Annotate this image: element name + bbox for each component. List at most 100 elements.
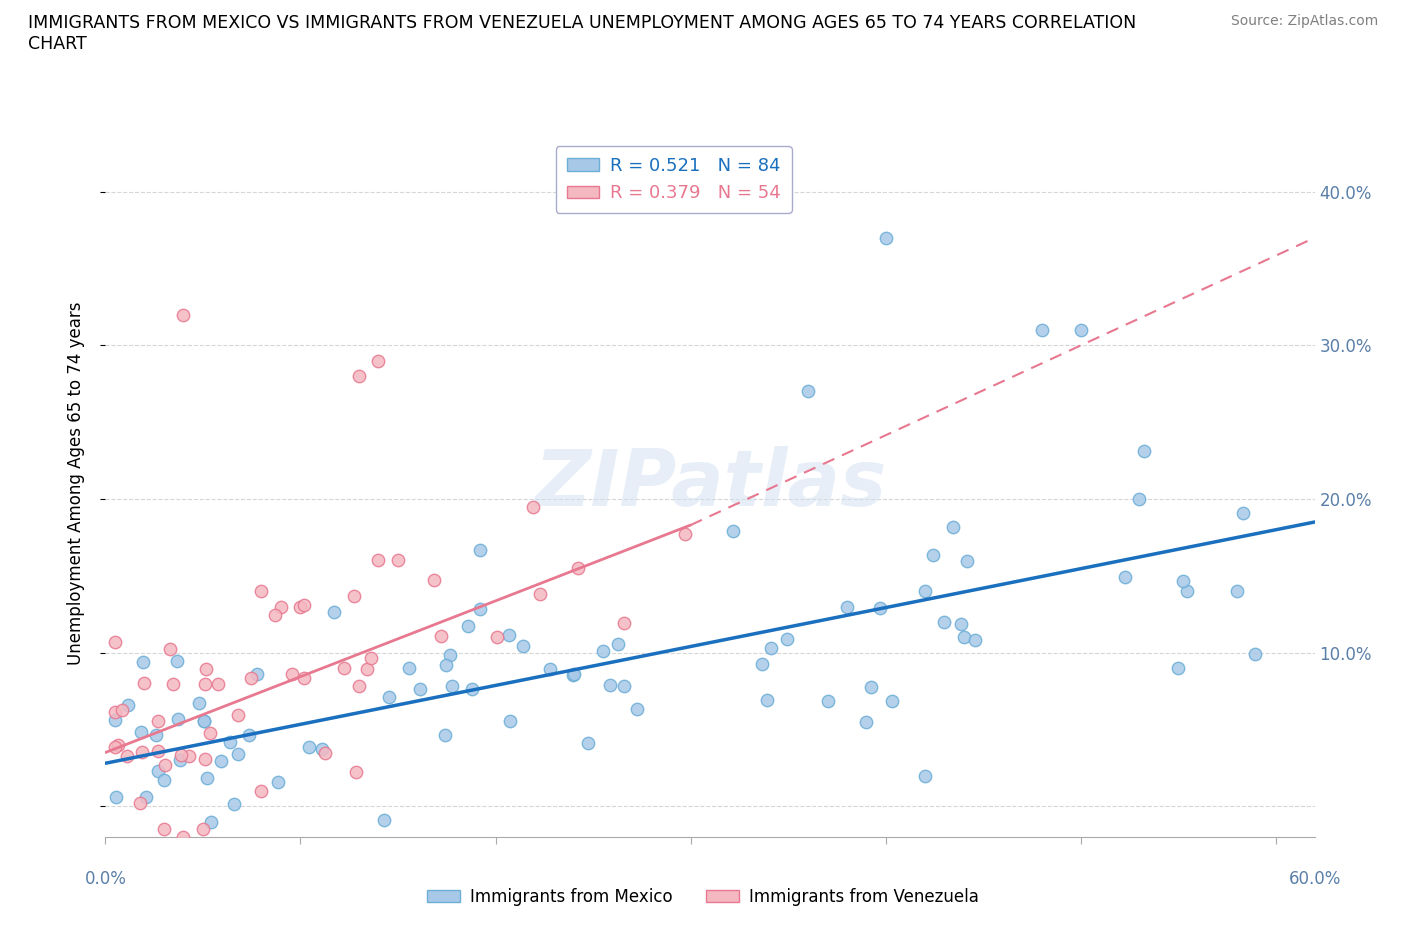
Point: [246, 666, 269, 681]
Point: [576, 736, 599, 751]
Point: [194, 752, 217, 767]
Point: [128, 795, 150, 810]
Point: [250, 783, 273, 798]
Point: [434, 658, 457, 672]
Point: [159, 642, 181, 657]
Point: [115, 749, 138, 764]
Y-axis label: Unemployment Among Ages 65 to 74 years: Unemployment Among Ages 65 to 74 years: [66, 302, 84, 665]
Point: [263, 607, 285, 622]
Point: [169, 753, 191, 768]
Text: ZIPatlas: ZIPatlas: [534, 445, 886, 522]
Point: [942, 520, 965, 535]
Point: [950, 617, 973, 631]
Point: [132, 655, 155, 670]
Point: [191, 822, 214, 837]
Point: [759, 641, 782, 656]
Point: [529, 587, 551, 602]
Point: [538, 662, 561, 677]
Point: [207, 677, 229, 692]
Point: [408, 682, 430, 697]
Point: [290, 599, 312, 614]
Point: [280, 667, 302, 682]
Point: [117, 698, 139, 712]
Point: [179, 749, 201, 764]
Point: [457, 618, 479, 633]
Point: [193, 714, 215, 729]
Point: [107, 737, 129, 752]
Point: [188, 696, 211, 711]
Point: [129, 724, 152, 739]
Point: [1133, 444, 1156, 458]
Point: [209, 754, 232, 769]
Point: [1175, 584, 1198, 599]
Point: [238, 728, 260, 743]
Point: [332, 660, 354, 675]
Point: [170, 748, 193, 763]
Point: [441, 679, 464, 694]
Point: [952, 630, 974, 644]
Point: [430, 629, 453, 644]
Text: 60.0%: 60.0%: [1288, 870, 1341, 887]
Point: [153, 822, 176, 837]
Point: [218, 735, 240, 750]
Point: [498, 628, 520, 643]
Point: [607, 636, 630, 651]
Point: [104, 634, 127, 649]
Point: [439, 648, 461, 663]
Point: [153, 757, 176, 772]
Point: [932, 615, 955, 630]
Point: [1070, 323, 1092, 338]
Point: [460, 682, 482, 697]
Point: [1244, 646, 1267, 661]
Point: [166, 654, 188, 669]
Point: [599, 677, 621, 692]
Point: [250, 584, 273, 599]
Point: [1128, 492, 1150, 507]
Point: [162, 677, 184, 692]
Point: [835, 599, 858, 614]
Text: 0.0%: 0.0%: [84, 870, 127, 887]
Point: [356, 661, 378, 676]
Point: [347, 368, 370, 383]
Point: [626, 702, 648, 717]
Legend: R = 0.521   N = 84, R = 0.379   N = 54: R = 0.521 N = 84, R = 0.379 N = 54: [555, 146, 792, 213]
Point: [267, 775, 290, 790]
Legend: Immigrants from Mexico, Immigrants from Venezuela: Immigrants from Mexico, Immigrants from …: [420, 881, 986, 912]
Point: [613, 616, 636, 631]
Point: [105, 790, 128, 804]
Point: [914, 768, 936, 783]
Point: [522, 499, 544, 514]
Point: [567, 560, 589, 575]
Point: [592, 644, 614, 658]
Point: [723, 524, 745, 538]
Point: [613, 679, 636, 694]
Point: [104, 705, 127, 720]
Point: [200, 814, 222, 829]
Point: [131, 745, 153, 760]
Point: [240, 671, 263, 685]
Point: [292, 671, 315, 685]
Point: [562, 667, 585, 682]
Point: [322, 604, 344, 619]
Point: [1171, 574, 1194, 589]
Point: [796, 384, 818, 399]
Point: [347, 679, 370, 694]
Point: [198, 725, 221, 740]
Point: [344, 764, 367, 779]
Point: [756, 693, 779, 708]
Point: [343, 589, 366, 604]
Point: [512, 639, 534, 654]
Point: [1226, 584, 1249, 599]
Point: [226, 747, 249, 762]
Point: [956, 553, 979, 568]
Point: [135, 789, 157, 804]
Point: [194, 662, 217, 677]
Point: [104, 740, 127, 755]
Point: [360, 650, 382, 665]
Point: [751, 657, 773, 671]
Point: [193, 713, 215, 728]
Text: Source: ZipAtlas.com: Source: ZipAtlas.com: [1230, 14, 1378, 28]
Point: [297, 739, 319, 754]
Point: [776, 631, 799, 646]
Point: [153, 772, 176, 787]
